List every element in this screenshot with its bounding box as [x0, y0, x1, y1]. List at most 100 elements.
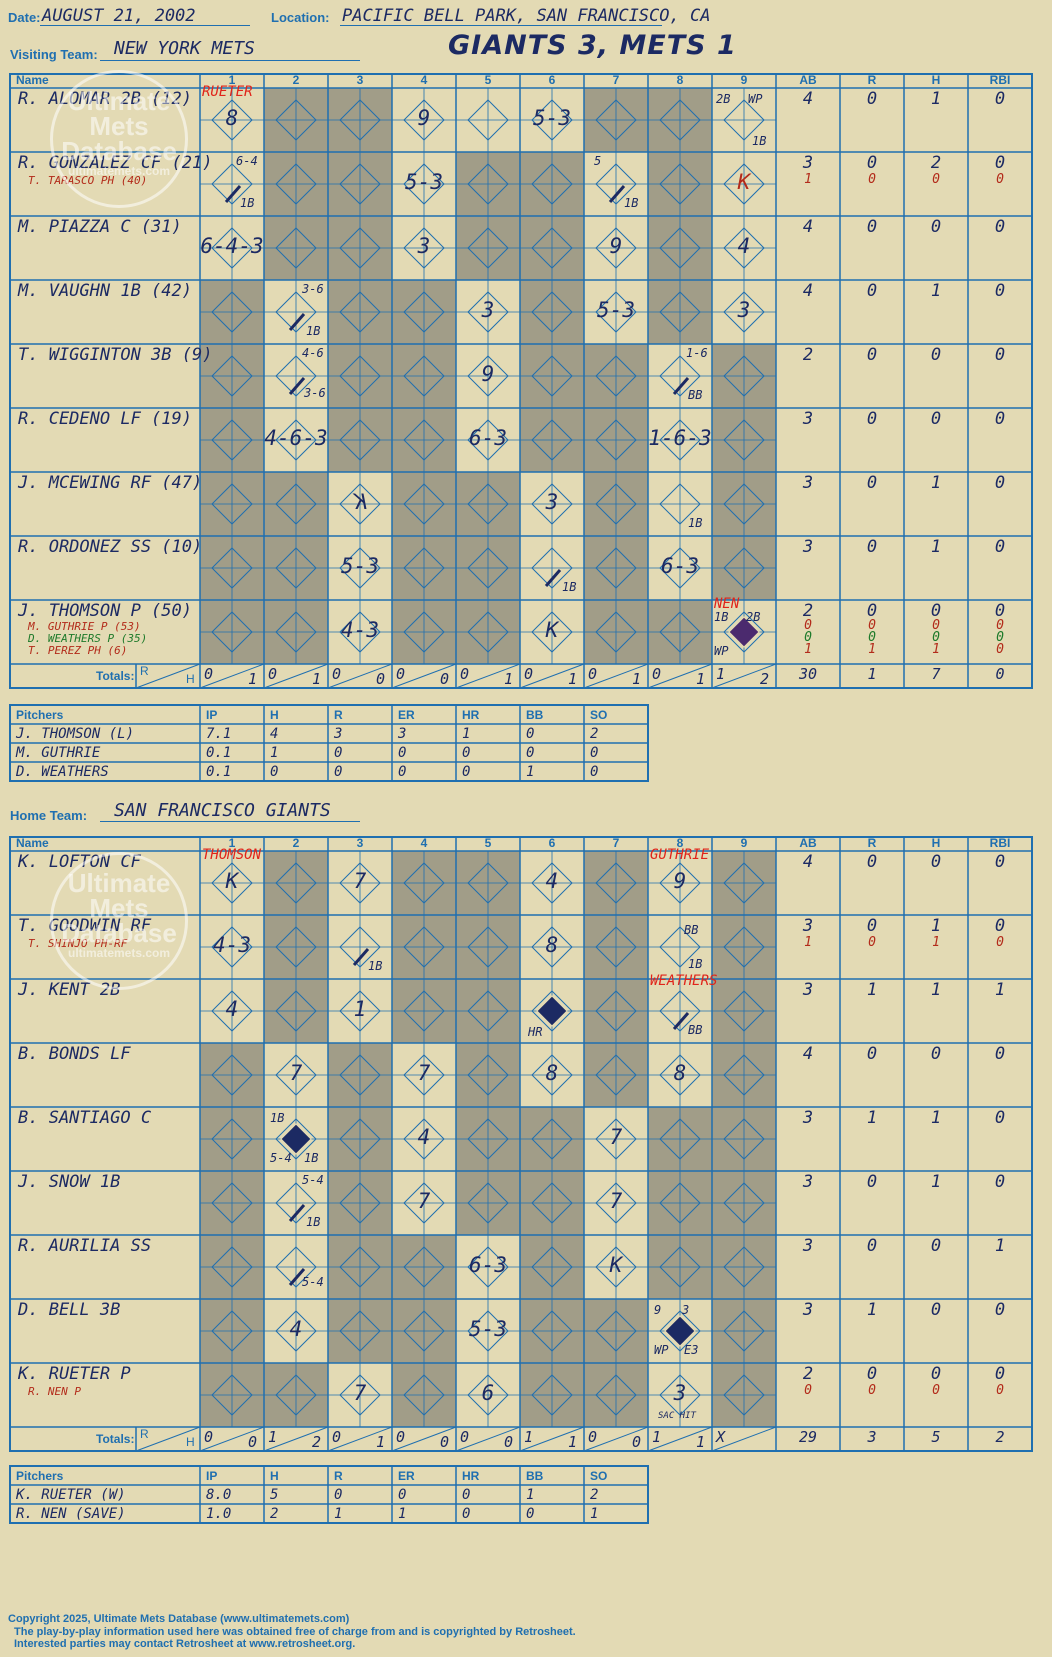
inning-runs-total: 1	[524, 1428, 534, 1446]
shaded-cell	[200, 408, 264, 472]
hit-line	[288, 377, 306, 395]
play-result: 5-3	[597, 298, 635, 322]
home-team-underline	[100, 821, 360, 822]
shaded-cell	[456, 1171, 520, 1235]
batter-stat: 1	[930, 1108, 942, 1128]
shaded-cell	[200, 1107, 264, 1171]
base-diamond	[659, 1118, 701, 1160]
base-diamond	[211, 1246, 253, 1288]
substitute-stat: 1	[868, 642, 876, 657]
pitching-header: R	[334, 1469, 343, 1483]
base-diamond	[467, 163, 509, 205]
shaded-cell	[712, 1235, 776, 1299]
batter-stat: 0	[866, 281, 878, 301]
pitcher-stat: 0	[526, 726, 535, 742]
hit-line	[352, 948, 370, 966]
play-result: 8	[673, 1061, 687, 1085]
inning-header: 9	[740, 836, 748, 850]
base-diamond	[275, 547, 317, 589]
play-annotation: 5-4	[270, 1151, 292, 1165]
play-result: 1	[353, 997, 367, 1021]
play-annotation: BB	[684, 923, 699, 937]
inning-header: 7	[612, 73, 620, 87]
shaded-cell	[328, 408, 392, 472]
shaded-cell	[392, 280, 456, 344]
play-result: 8	[545, 1061, 559, 1085]
stat-header: AB	[799, 836, 817, 850]
pitcher-stat: 1	[398, 1506, 407, 1522]
base-diamond	[723, 419, 765, 461]
pitching-header: SO	[590, 1469, 608, 1483]
batter-stat: 0	[866, 1236, 878, 1256]
base-diamond	[275, 926, 317, 968]
batter-stat: 0	[994, 217, 1006, 237]
substitute-stat: 1	[804, 935, 812, 950]
inning-runs-total: 1	[652, 1428, 662, 1446]
shaded-cell	[648, 216, 712, 280]
batter-stat: 0	[994, 89, 1006, 109]
base-diamond	[403, 419, 445, 461]
play-annotation: 1B	[688, 957, 703, 971]
base-diamond	[531, 419, 573, 461]
batter-stat: 0	[866, 153, 878, 173]
inning-hits-total: 0	[632, 1433, 642, 1451]
batter-stat: 1	[930, 537, 942, 557]
base-diamond	[211, 611, 253, 653]
base-diamond	[403, 483, 445, 525]
inning-runs-total: 0	[268, 665, 278, 683]
location-underline	[340, 25, 662, 26]
watermark-site: ultimatemets.com	[67, 946, 171, 960]
total-stat: 30	[798, 665, 818, 683]
base-diamond	[723, 355, 765, 397]
pitching-change-mark: RUETER	[202, 84, 253, 100]
inning-header: 9	[740, 73, 748, 87]
base-diamond	[723, 1246, 765, 1288]
shaded-cell	[456, 216, 520, 280]
batter-stat: 1	[930, 473, 942, 493]
base-diamond	[339, 419, 381, 461]
play-annotation: 1-6	[686, 346, 708, 360]
batter-stat: 0	[866, 852, 878, 872]
base-diamond	[595, 1054, 637, 1096]
batter-stat: 3	[802, 916, 814, 936]
batter-stat: 0	[930, 345, 942, 365]
pitcher-stat: 1	[590, 1506, 599, 1522]
shaded-cell	[456, 1043, 520, 1107]
pitcher-stat: 3	[334, 726, 343, 742]
pitching-change-mark: THOMSON	[202, 847, 262, 863]
retrosheet-contact: Interested parties may contact Retroshee…	[14, 1638, 356, 1650]
shaded-cell	[200, 1363, 264, 1427]
base-diamond	[531, 1246, 573, 1288]
shaded-cell	[264, 851, 328, 915]
base-diamond	[659, 611, 701, 653]
batter-stat: 0	[866, 601, 878, 621]
hit-line	[288, 313, 306, 331]
hit-line	[608, 185, 626, 203]
base-diamond	[531, 163, 573, 205]
pitcher-stat: 5	[270, 1487, 279, 1503]
base-diamond	[275, 483, 317, 525]
substitute-name: M. GUTHRIE P (53)	[28, 620, 141, 633]
batter-stat: 3	[802, 980, 814, 1000]
shaded-cell	[584, 851, 648, 915]
base-diamond	[659, 1246, 701, 1288]
play-result: K	[225, 869, 239, 893]
base-diamond	[211, 547, 253, 589]
shaded-cell	[584, 344, 648, 408]
play-result: 5-3	[469, 1317, 507, 1341]
play-annotation: WP	[748, 92, 763, 106]
base-diamond	[467, 611, 509, 653]
inning-header: 3	[356, 73, 364, 87]
stat-header: R	[867, 73, 877, 87]
pitcher-stat: 0.1	[206, 745, 232, 761]
batter-stat: 3	[802, 153, 814, 173]
totals-h-label: H	[186, 672, 195, 686]
shaded-cell	[712, 408, 776, 472]
batter-stat: 0	[866, 537, 878, 557]
base-diamond	[339, 99, 381, 141]
play-annotation: 1B	[304, 1151, 319, 1165]
shaded-cell	[456, 536, 520, 600]
shaded-cell	[648, 1235, 712, 1299]
base-diamond	[659, 227, 701, 269]
base-diamond	[403, 355, 445, 397]
